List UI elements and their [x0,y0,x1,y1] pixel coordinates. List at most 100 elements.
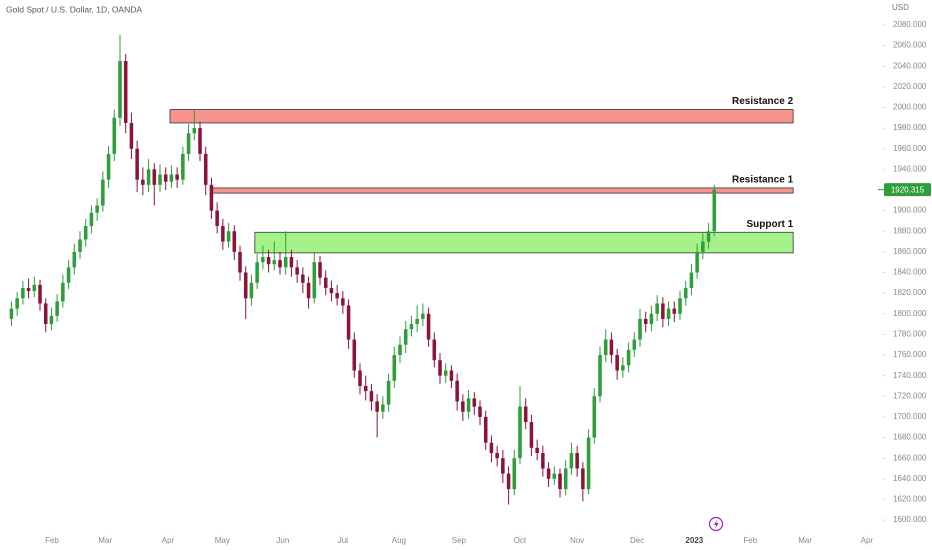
candle-body [289,257,294,268]
candle-body [221,226,225,242]
x-tick-label: Aug [392,536,406,545]
alert-icon[interactable] [708,516,724,532]
alert-bolt[interactable] [713,519,719,529]
candle-body [72,251,77,268]
candle-body [78,239,82,252]
candle-body [558,473,562,490]
candle-body [163,174,168,182]
candle-body [552,473,557,479]
candle-body [318,262,322,278]
candle-body [32,284,37,292]
y-tick-label: 1740.000 [893,371,927,380]
candle-body [95,205,99,213]
y-tick-label: 1620.000 [893,495,927,504]
last-price-label: 1920.315 [891,185,925,194]
candle-body [512,458,517,490]
candle-body [89,212,94,227]
candle-body [432,339,437,361]
candle-body [689,272,694,288]
candle-body [83,226,88,240]
candle-body [226,231,231,242]
candle-body [632,339,637,350]
candle-body [626,349,631,366]
candle-body [529,422,534,448]
x-tick-label: Mar [798,536,812,545]
zone-label: Resistance 2 [732,96,794,107]
x-tick-label: Feb [45,536,59,545]
candle-body [181,153,185,180]
candle-body [192,128,197,134]
y-tick-label: 2000.000 [893,103,927,112]
candle-body [621,365,625,371]
candle-body [278,260,282,268]
candle-body [643,318,648,325]
x-tick-label: Jun [276,536,289,545]
candle-body [609,339,614,356]
x-tick-label: May [215,536,230,545]
candle-body [112,117,117,154]
candle-body [15,298,19,309]
candle-body [706,231,711,242]
x-tick-label: Apr [162,536,175,545]
candle-body [421,313,425,319]
candle-body [603,339,608,356]
candle-body [21,287,25,299]
candle-body [506,473,511,490]
x-tick-label: Oct [514,536,527,545]
candle-body [295,267,299,275]
zone [254,231,794,254]
candle-body [346,305,351,340]
alert-ring[interactable] [708,516,724,532]
candle-body [9,308,14,319]
y-tick-label: 1880.000 [893,226,927,235]
candle-body [523,406,528,423]
y-tick-label: 1980.000 [893,123,927,132]
candle-body [198,128,202,154]
candles [9,35,717,505]
y-tick-label: 2080.000 [893,20,927,29]
candle-body [301,274,305,283]
y-tick-label: 1860.000 [893,247,927,256]
candle-body [455,380,459,402]
candle-body [472,398,477,407]
candle-body [152,169,157,185]
candle-body [49,315,54,325]
candle-body [598,355,602,397]
candle-body [329,287,334,294]
candle-body [266,257,271,265]
candle-body [169,174,174,182]
candle-body [386,380,391,405]
candle-body [135,148,139,180]
zone-label: Support 1 [746,219,793,230]
candle-body [249,282,254,299]
y-tick-label: 1820.000 [893,288,927,297]
y-tick-label: 1840.000 [893,268,927,277]
y-tick-label: 1680.000 [893,433,927,442]
candle-body [649,313,654,325]
candle-body [129,122,134,149]
candle-body [123,61,128,123]
candle-body [661,303,665,319]
last-price-badge [884,183,931,197]
candle-body [375,401,379,412]
candle-body [43,303,48,325]
candle-body [363,385,368,392]
candle-body [335,293,339,299]
x-tick-label: Mar [98,536,112,545]
candle-body [38,284,42,304]
candle-body [409,324,414,330]
x-tick-label: Jul [338,536,348,545]
x-tick-label: Apr [861,536,874,545]
candle-body [255,262,259,283]
candle-body [158,174,162,185]
candle-body [541,453,545,469]
candle-body [569,453,574,469]
y-tick-label: 1940.000 [893,164,927,173]
candle-body [209,184,214,211]
candle-body [141,179,145,185]
candle-body [381,404,385,412]
candle-body [575,453,579,469]
candle-body [449,370,454,381]
y-tick-label: 1960.000 [893,144,927,153]
